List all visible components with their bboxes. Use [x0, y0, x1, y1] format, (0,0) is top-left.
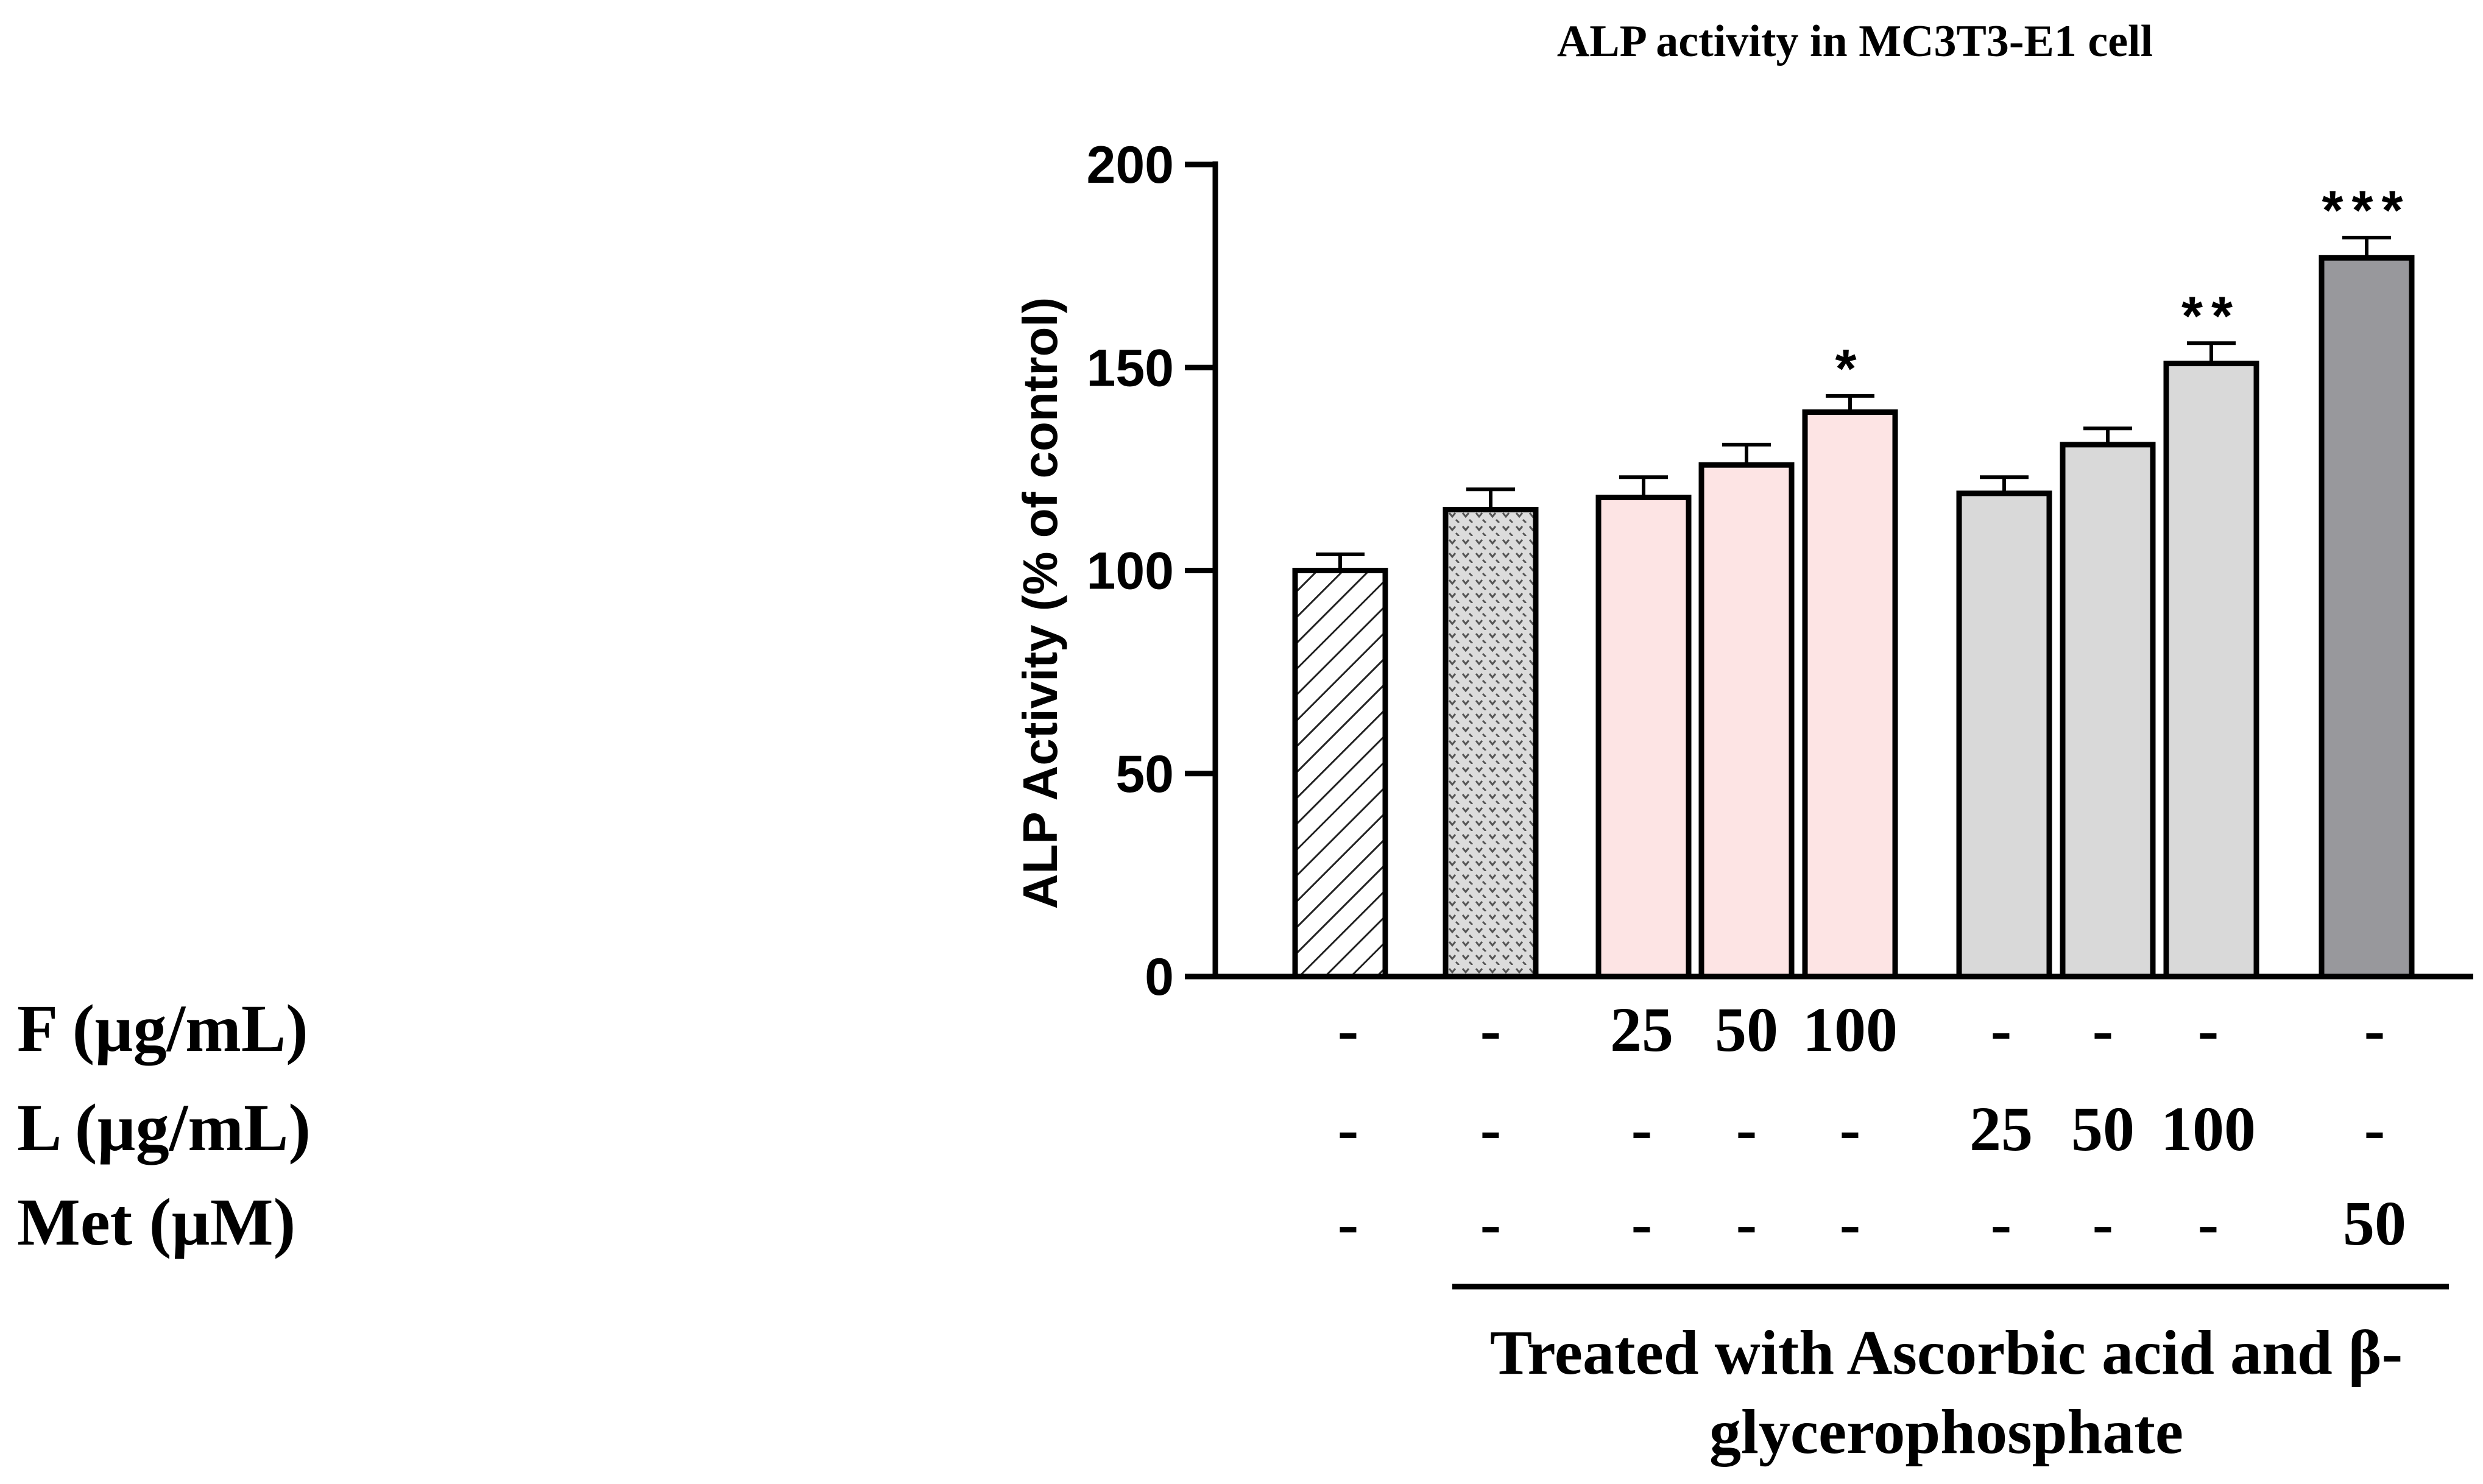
- treatment-cell: -: [1338, 1094, 1359, 1164]
- treatment-cell: 25: [1969, 1094, 2033, 1164]
- y-axis-label: ALP Activity (% of control): [1013, 297, 1067, 910]
- treatment-cell: -: [1840, 1189, 1861, 1259]
- bar: [1956, 490, 2052, 980]
- bar: [1802, 409, 1898, 980]
- treatment-cell: -: [1480, 1094, 1502, 1164]
- treatment-bracket-label-line1: Treated with Ascorbic acid and β-: [1490, 1318, 2403, 1388]
- treatment-cell: 100: [1803, 995, 1898, 1065]
- treatment-cell: -: [2364, 1094, 2386, 1164]
- bar: [1292, 568, 1388, 980]
- treatment-cell: -: [1991, 1189, 2012, 1259]
- significance-label: *: [1835, 339, 1865, 400]
- bar: [2060, 442, 2156, 980]
- y-tick-label: 150: [1087, 339, 1174, 397]
- y-tick-label: 100: [1087, 542, 1174, 601]
- bar: [2319, 255, 2415, 980]
- treatment-cell: 50: [1715, 995, 1778, 1065]
- bars: ******: [1292, 180, 2415, 980]
- treatment-cell: -: [1736, 1094, 1757, 1164]
- y-tick-label: 50: [1115, 745, 1174, 804]
- treatment-cell: -: [1840, 1094, 1861, 1164]
- y-tick-label: 0: [1145, 948, 1174, 1006]
- treatment-cell: 50: [2071, 1094, 2135, 1164]
- treatment-row-label: L (µg/mL): [17, 1090, 311, 1165]
- treatment-cell: -: [1480, 1189, 1502, 1259]
- treatment-cell: -: [1991, 995, 2012, 1065]
- treatment-cell: -: [1631, 1189, 1653, 1259]
- treatment-row-label: F (µg/mL): [17, 991, 308, 1065]
- chart-title: ALP activity in MC3T3-E1 cell: [1557, 16, 2153, 66]
- y-tick-label: 200: [1087, 136, 1174, 194]
- significance-label: ***: [2322, 180, 2411, 241]
- axes: 0 50 100 150 200: [1087, 136, 2473, 1006]
- treatment-cell: -: [2198, 1189, 2219, 1259]
- treatment-cell: -: [1631, 1094, 1653, 1164]
- treatment-bracket-label-line2: glycerophosphate: [1709, 1397, 2183, 1467]
- treatment-cell: -: [1480, 995, 1502, 1065]
- significance-label: **: [2181, 286, 2241, 347]
- bar: [1443, 507, 1539, 980]
- treatment-cell: -: [2093, 1189, 2114, 1259]
- bar: [1595, 495, 1692, 980]
- treatment-cell: -: [1338, 995, 1359, 1065]
- bar: [2163, 361, 2259, 980]
- treatment-cell: -: [2364, 995, 2386, 1065]
- treatment-cell: -: [2093, 995, 2114, 1065]
- treatment-table: F (µg/mL) - -25 50 100- - - -L (µg/mL) - - - - -25 50…: [17, 991, 2406, 1259]
- treatment-cell: -: [2198, 995, 2219, 1065]
- treatment-row-label: Met (µM): [17, 1185, 295, 1259]
- treatment-cell: 100: [2161, 1094, 2256, 1164]
- treatment-cell: -: [1338, 1189, 1359, 1259]
- treatment-cell: -: [1736, 1189, 1757, 1259]
- treatment-cell: 25: [1610, 995, 1673, 1065]
- bar: [1698, 462, 1795, 980]
- treatment-cell: 50: [2343, 1189, 2406, 1259]
